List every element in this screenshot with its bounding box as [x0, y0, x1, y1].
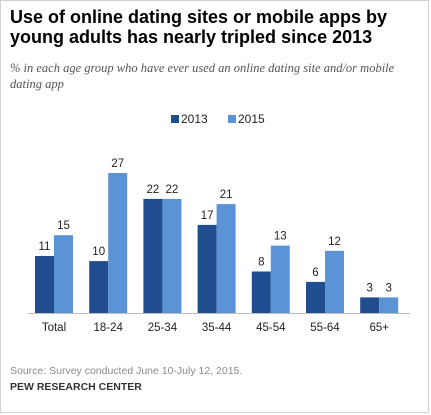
source-note: Source: Survey conducted June 10-July 12… — [10, 365, 243, 377]
x-tick-label-55-64: 55-64 — [310, 322, 340, 334]
legend-swatch-2015 — [228, 115, 236, 123]
data-label-65--2015: 3 — [385, 282, 391, 294]
chart-title: Use of online dating sites or mobile app… — [10, 7, 388, 47]
bar-25-34-2015 — [162, 198, 182, 313]
data-label-55-64-2013: 6 — [312, 267, 318, 279]
bar-55-64-2015 — [325, 250, 344, 313]
data-label-55-64-2015: 12 — [328, 236, 341, 248]
bar-35-44-2013 — [197, 224, 217, 313]
x-tick-label-total: Total — [42, 322, 66, 334]
bar-45-54-2013 — [251, 271, 271, 313]
data-label-65--2013: 3 — [366, 282, 372, 294]
bar-55-64-2013 — [306, 281, 325, 313]
x-tick-label-18-24: 18-24 — [93, 322, 123, 334]
x-tick-label-35-44: 35-44 — [202, 322, 232, 334]
data-label-45-54-2015: 13 — [274, 231, 287, 243]
bar-45-54-2015 — [270, 245, 290, 313]
legend-label-2015: 2015 — [238, 112, 265, 126]
legend-swatch-2013 — [171, 115, 179, 123]
data-label-18-24-2015: 27 — [111, 158, 124, 170]
bar-total-2013 — [35, 256, 54, 313]
x-tick-label-45-54: 45-54 — [256, 322, 286, 334]
data-label-45-54-2013: 8 — [258, 257, 264, 269]
data-label-total-2013: 11 — [39, 241, 51, 253]
bar-35-44-2015 — [216, 204, 236, 313]
bar-total-2015 — [54, 235, 73, 313]
bar-25-34-2013 — [143, 198, 163, 313]
organization-name: PEW RESEARCH CENTER — [10, 381, 142, 393]
chart-legend: 2013 2015 — [1, 111, 431, 127]
data-label-25-34-2015: 22 — [166, 184, 179, 196]
bar-65--2013 — [360, 297, 380, 313]
x-tick-label-65-: 65+ — [369, 322, 389, 334]
chart-subtitle: % in each age group who have ever used a… — [10, 61, 395, 91]
bar-chart: 11 15 Total 10 27 18-24 22 22 25-34 17 21 35-44 8 13 4… — [28, 158, 411, 334]
data-label-total-2015: 15 — [57, 220, 70, 232]
bar-65--2015 — [379, 297, 399, 313]
data-label-35-44-2013: 17 — [201, 210, 214, 222]
legend-label-2013: 2013 — [181, 112, 208, 126]
bar-18-24-2013 — [89, 261, 109, 313]
data-label-18-24-2013: 10 — [92, 246, 105, 258]
bar-18-24-2015 — [108, 173, 128, 313]
data-label-25-34-2013: 22 — [147, 184, 160, 196]
x-tick-label-25-34: 25-34 — [148, 322, 178, 334]
data-label-35-44-2015: 21 — [220, 189, 233, 201]
